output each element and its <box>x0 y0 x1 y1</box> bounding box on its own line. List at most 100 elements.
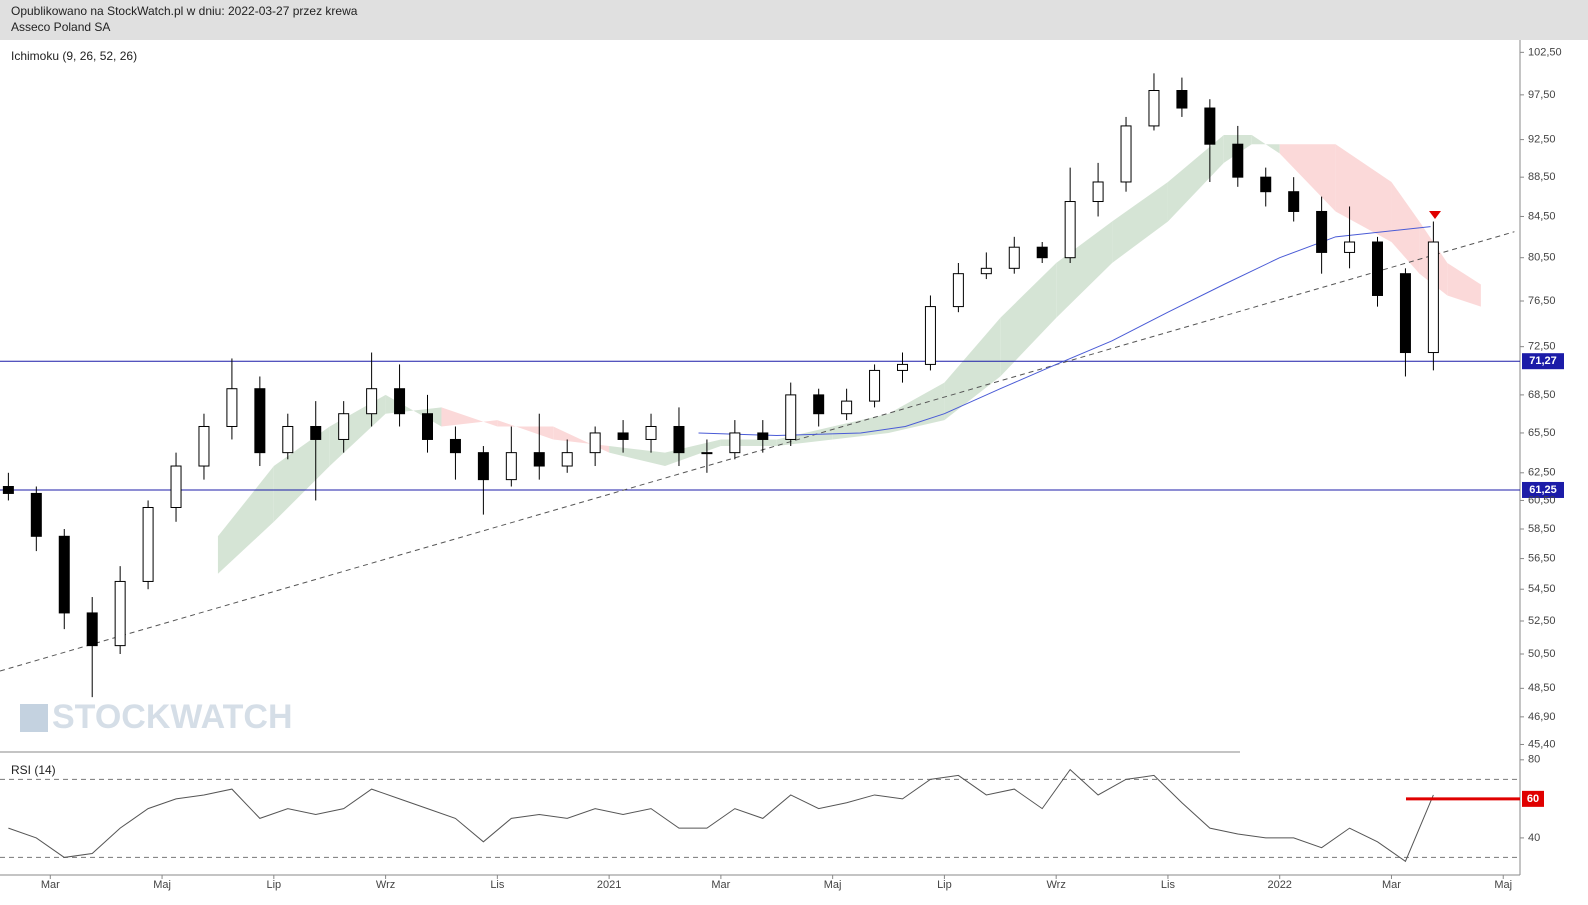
y-tick-label: 80,50 <box>1528 252 1556 264</box>
candle-body <box>645 425 657 440</box>
y-tick-label: 50,50 <box>1528 648 1556 660</box>
candle-body <box>170 465 182 508</box>
ichimoku-cloud <box>273 426 330 522</box>
candle-body <box>1427 241 1439 354</box>
candle-body <box>198 425 210 467</box>
candle-body <box>1232 143 1244 178</box>
y-tick-label: 102,50 <box>1528 46 1562 58</box>
candle-body <box>1176 90 1188 109</box>
ichimoku-cloud <box>1056 221 1113 318</box>
price-panel-title: Ichimoku (9, 26, 52, 26) <box>11 49 137 63</box>
candle-body <box>58 535 70 614</box>
ichimoku-cloud <box>1112 181 1168 263</box>
ichimoku-cloud <box>609 446 665 467</box>
rsi-line <box>8 768 1434 863</box>
y-tick-label: 72,50 <box>1528 341 1556 353</box>
candle-body <box>785 394 797 440</box>
y-tick-label: 80 <box>1528 754 1540 766</box>
candle-body <box>226 388 238 427</box>
candle-body <box>673 425 685 454</box>
rsi-highlight-box <box>1522 790 1544 807</box>
rsi-highlight-label: 60 <box>1527 793 1539 805</box>
ichimoku-cloud <box>553 426 610 453</box>
price-panel: 71,27 61,25 102,50 97,50 92,50 88,50 84,50 80,5… <box>0 46 1564 750</box>
ichimoku-cloud <box>1335 144 1392 243</box>
y-tick-label: 68,50 <box>1528 389 1556 401</box>
y-tick-label: 92,50 <box>1528 134 1556 146</box>
x-tick-label: 2021 <box>597 879 621 891</box>
level-label: 61,25 <box>1529 484 1557 496</box>
watermark-icon <box>20 704 48 732</box>
x-tick-label: 2022 <box>1267 879 1291 891</box>
ichimoku-cloud <box>329 394 386 467</box>
candle-body <box>366 388 378 415</box>
candle-body <box>449 438 461 454</box>
candle-body <box>1399 273 1411 354</box>
candle-body <box>422 413 433 440</box>
candle-body <box>1008 246 1020 269</box>
watermark-text: STOCKWATCH <box>52 698 293 736</box>
candle-body <box>813 394 825 415</box>
ichimoku-cloud <box>1279 144 1336 212</box>
ichimoku-cloud <box>720 439 777 447</box>
candle-body <box>561 452 573 467</box>
ichimoku-cloud <box>217 466 274 574</box>
candle-body <box>1372 241 1383 296</box>
watermark: STOCKWATCH <box>20 698 293 736</box>
candle-body <box>310 425 322 440</box>
candle-body <box>1288 191 1300 212</box>
y-tick-label: 62,50 <box>1528 467 1556 479</box>
ichimoku-cloud <box>1000 262 1057 377</box>
x-tick-label: Maj <box>1494 879 1512 891</box>
candle-body <box>1036 246 1048 259</box>
candle-body <box>841 400 853 415</box>
y-tick-label: 84,50 <box>1528 210 1556 222</box>
candle-body <box>897 363 908 371</box>
y-tick-label: 40 <box>1528 832 1540 844</box>
candle-body <box>924 306 936 365</box>
candle-body <box>1092 181 1104 203</box>
candle-body <box>729 432 741 454</box>
rsi-panel: 60 80 40 Mar Maj Lip Wrz Lis 2021 Mar Maj Lip Wrz Lis… <box>0 754 1544 891</box>
x-tick-label: Mar <box>711 879 730 891</box>
candle-body <box>1344 241 1356 253</box>
candle-body <box>1064 201 1076 259</box>
ichimoku-cloud <box>888 382 945 433</box>
candle-body <box>254 388 266 454</box>
candle-body <box>30 492 42 537</box>
x-tick-label: Lip <box>937 879 952 891</box>
y-tick-label: 56,50 <box>1528 552 1556 564</box>
candle-body <box>477 452 489 481</box>
x-tick-label: Maj <box>153 879 171 891</box>
x-tick-label: Lis <box>1161 879 1176 891</box>
signal-marker <box>1429 211 1441 219</box>
ichimoku-cloud <box>441 407 498 427</box>
moving-average <box>698 226 1431 437</box>
candle-body <box>952 273 964 308</box>
x-tick-label: Maj <box>824 879 842 891</box>
instrument-name: Asseco Poland SA <box>11 20 110 34</box>
candle-body <box>505 452 517 481</box>
y-tick-label: 54,50 <box>1528 583 1556 595</box>
y-tick-label: 52,50 <box>1528 615 1556 627</box>
y-tick-label: 65,50 <box>1528 427 1556 439</box>
x-tick-label: Lis <box>490 879 505 891</box>
ichimoku-cloud <box>665 439 721 467</box>
x-tick-label: Wrz <box>1046 879 1065 891</box>
candle-body <box>1120 125 1132 183</box>
header-band <box>0 0 1588 40</box>
ichimoku-cloud <box>497 420 554 440</box>
candle-body <box>701 452 713 455</box>
y-tick-label: 45,40 <box>1528 738 1556 750</box>
y-tick-label: 60,50 <box>1528 494 1556 506</box>
candle-body <box>86 612 98 647</box>
y-tick-label: 46,90 <box>1528 711 1556 723</box>
candle-body <box>589 432 601 454</box>
x-tick-label: Mar <box>1382 879 1401 891</box>
y-tick-label: 88,50 <box>1528 171 1556 183</box>
y-tick-label: 48,50 <box>1528 682 1556 694</box>
candle-body <box>394 388 406 415</box>
x-tick-label: Mar <box>41 879 60 891</box>
candle-body <box>533 452 545 467</box>
